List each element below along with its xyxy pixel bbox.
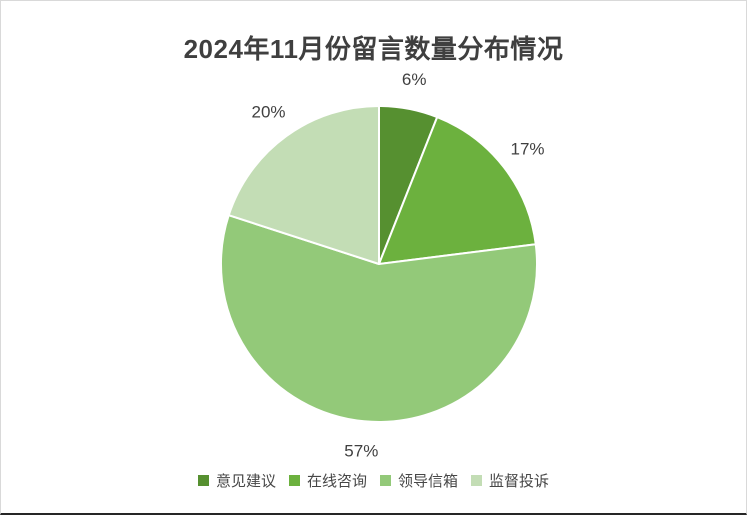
legend-item-4[interactable]: 监督投诉 [471, 470, 549, 491]
legend-item-2[interactable]: 在线咨询 [288, 470, 367, 491]
legend-label: 在线咨询 [306, 473, 367, 490]
pie-data-label: 6% [402, 70, 427, 89]
pie-slice-3[interactable] [220, 214, 538, 424]
legend: 意见建议 在线咨询 领导信箱 监督投诉 [1, 470, 746, 491]
legend-item-3[interactable]: 领导信箱 [380, 470, 458, 491]
legend-label: 监督投诉 [489, 473, 550, 490]
pie-slice-4[interactable] [227, 105, 380, 265]
legend-item-1[interactable]: 意见建议 [197, 470, 276, 491]
legend-label: 意见建议 [215, 473, 276, 490]
legend-swatch [197, 475, 209, 486]
pie-data-label: 17% [510, 139, 544, 158]
pie-slice-2[interactable] [378, 116, 537, 265]
pie-data-label: 57% [344, 442, 378, 461]
pie-data-label: 20% [251, 102, 285, 121]
legend-swatch [471, 475, 483, 486]
legend-label: 领导信箱 [398, 473, 459, 490]
legend-swatch [288, 475, 300, 486]
chart-title: 2024年11月份留言数量分布情况 [183, 34, 564, 64]
legend-swatch [380, 475, 391, 486]
